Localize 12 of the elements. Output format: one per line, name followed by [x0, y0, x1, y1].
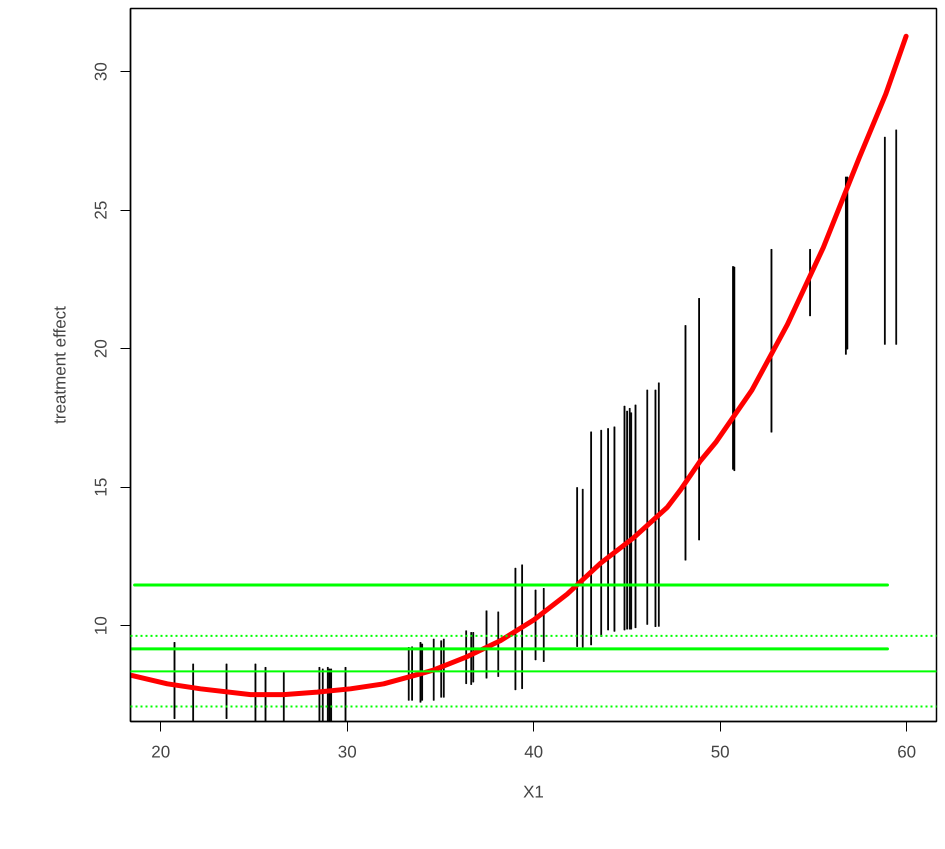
y-tick-label: 25 — [92, 200, 110, 220]
x-tick-label: 30 — [338, 742, 357, 762]
x-tick-label: 40 — [524, 742, 544, 762]
x-tick-label: 60 — [897, 742, 916, 762]
y-tick-label: 10 — [92, 616, 110, 636]
y-tick-label: 15 — [92, 478, 110, 497]
x-tick-label: 50 — [710, 742, 730, 762]
y-axis-title: treatment effect — [50, 306, 70, 424]
y-tick-label: 30 — [92, 62, 110, 82]
x-tick-label: 20 — [151, 742, 170, 762]
x-axis-title: X1 — [523, 782, 544, 802]
y-tick-label: 20 — [92, 339, 110, 358]
